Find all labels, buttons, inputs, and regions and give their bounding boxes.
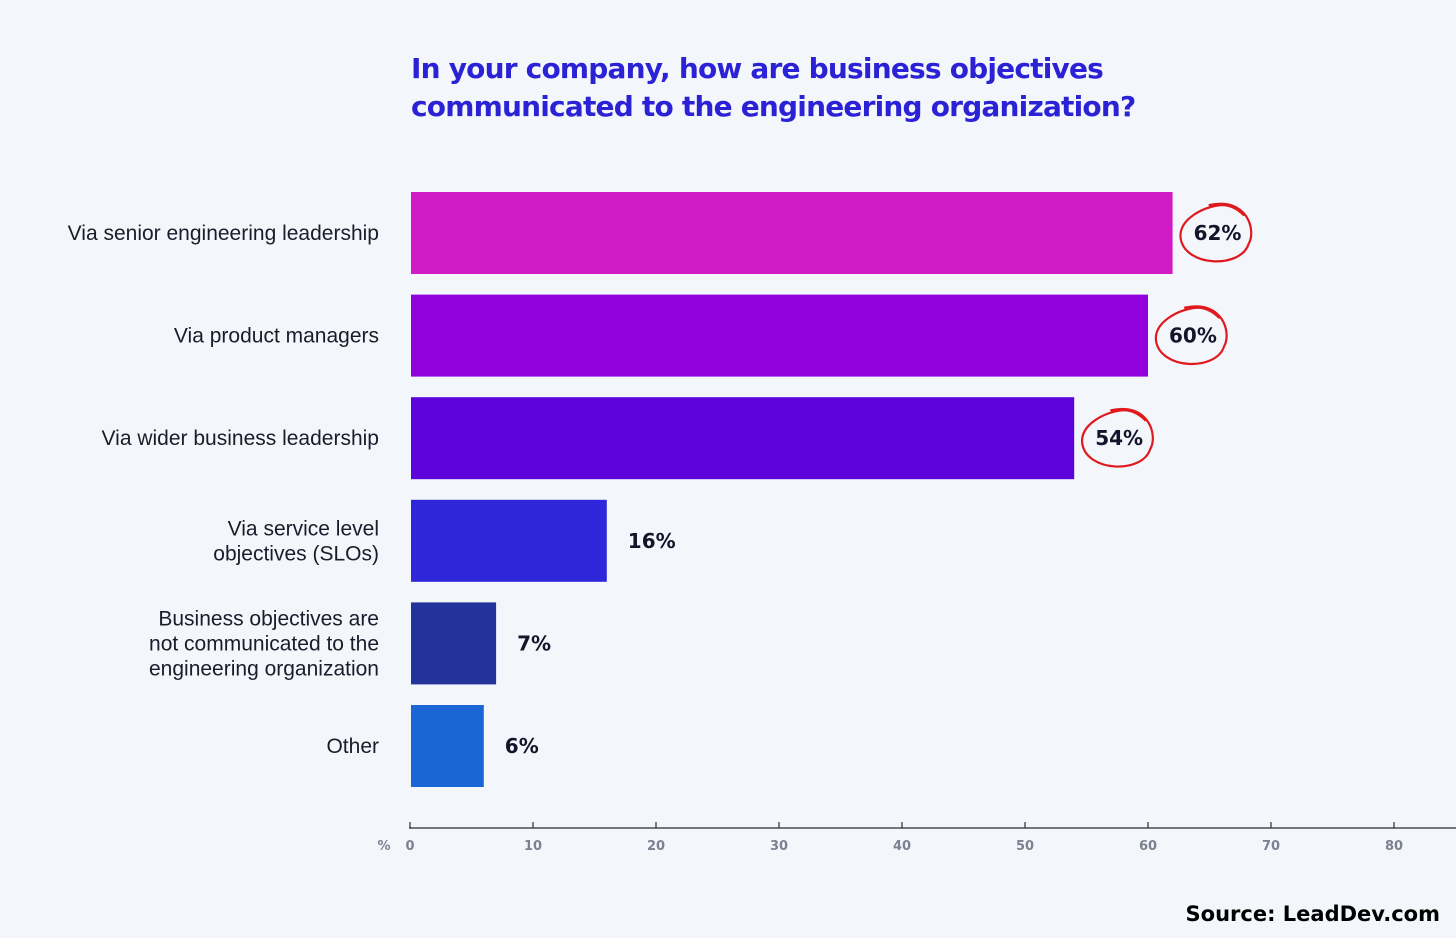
chart-title-line-1: In your company, how are business object… [411,52,1104,85]
highlight-circle-1 [1179,202,1253,263]
x-tick-label-70: 70 [1262,839,1280,854]
value-label-6: 6% [505,734,539,758]
bar-2 [411,294,1148,377]
category-label-2: Via product managers [174,325,379,348]
highlight-circle-2 [1154,305,1228,366]
value-label-1: 62% [1194,221,1242,245]
x-tick-label-30: 30 [770,839,788,854]
bar-4 [411,499,607,582]
chart-title-line-2: communicated to the engineering organiza… [411,90,1136,123]
bar-6 [411,705,484,787]
chart-title: In your company, how are business object… [411,50,1171,126]
bar-3 [411,397,1075,480]
x-tick-label-50: 50 [1016,839,1034,854]
source-credit: Source: LeadDev.com [1185,902,1440,926]
x-tick-label-80: 80 [1385,839,1403,854]
highlight-circle-3 [1081,407,1154,468]
value-label-4: 16% [628,529,676,553]
bar-5 [411,602,497,685]
category-label-3: Via wider business leadership [102,427,379,450]
category-label-4: Via service level objectives (SLOs) [213,517,379,565]
x-axis-unit-label: % [377,839,390,854]
bar-1 [411,192,1173,274]
x-tick-label-10: 10 [524,839,542,854]
x-tick-label-20: 20 [647,839,665,854]
category-label-6: Other [326,735,379,758]
x-tick-label-0: 0 [405,839,414,854]
category-label-5: Business objectives are not communicated … [149,607,379,680]
category-label-1: Via senior engineering leadership [68,222,379,245]
x-tick-label-60: 60 [1139,839,1157,854]
value-label-3: 54% [1095,426,1143,450]
x-tick-label-40: 40 [893,839,911,854]
value-label-5: 7% [517,631,551,655]
value-label-2: 60% [1169,324,1217,348]
